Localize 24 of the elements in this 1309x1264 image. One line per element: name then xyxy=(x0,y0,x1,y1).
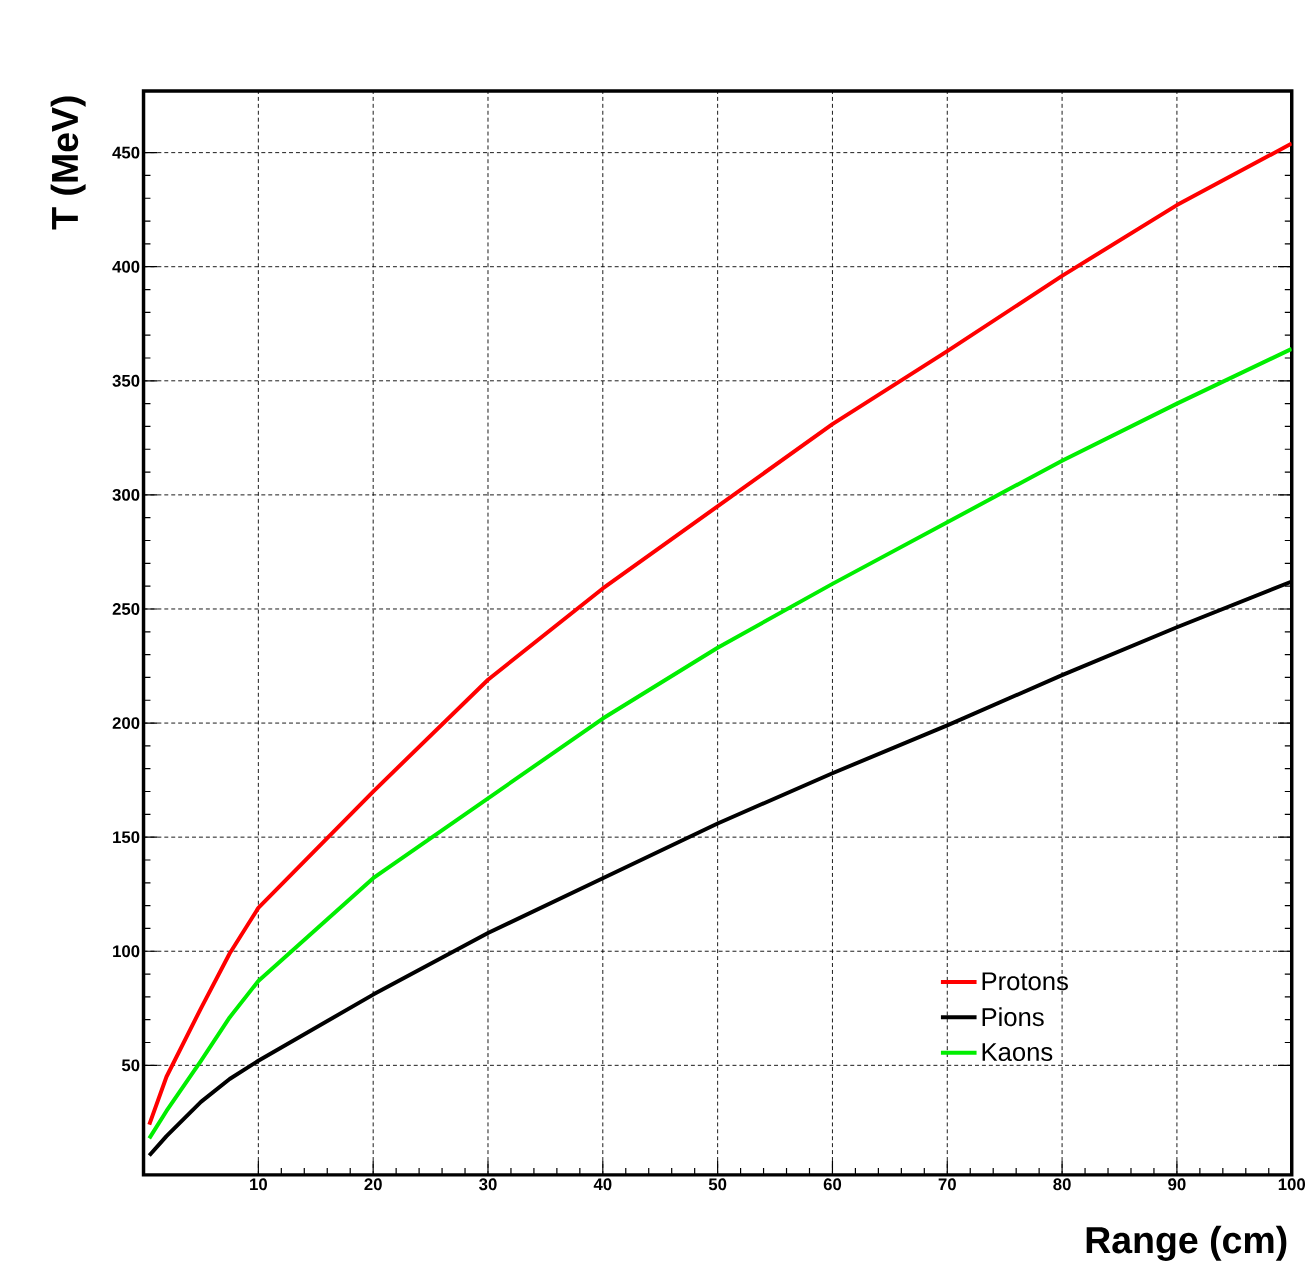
y-axis-title: T (MeV) xyxy=(50,96,86,230)
x-tick-label: 100 xyxy=(1278,1178,1306,1191)
x-tick-label: 70 xyxy=(938,1178,956,1191)
y-tick-label: 200 xyxy=(112,717,140,729)
x-tick-label: 80 xyxy=(1053,1178,1071,1191)
legend-label: Pions xyxy=(982,1007,1044,1027)
legend-label: Protons xyxy=(982,972,1068,991)
x-tick-label: 40 xyxy=(593,1178,612,1191)
x-tick-label: 90 xyxy=(1168,1178,1186,1191)
x-tick-label: 20 xyxy=(364,1178,382,1191)
x-axis-title: Range (cm) xyxy=(1086,1225,1287,1261)
x-tick-label: 10 xyxy=(250,1178,267,1191)
x-tick-label: 30 xyxy=(479,1178,497,1191)
y-tick-label: 450 xyxy=(112,146,140,159)
y-tick-label: 150 xyxy=(113,831,140,843)
y-tick-label: 300 xyxy=(112,488,140,501)
y-tick-label: 250 xyxy=(112,602,140,615)
y-tick-label: 50 xyxy=(121,1059,140,1072)
y-tick-label: 350 xyxy=(112,374,140,387)
legend-label: Kaons xyxy=(982,1043,1053,1061)
x-tick-label: 50 xyxy=(708,1178,727,1191)
y-tick-label: 400 xyxy=(112,260,140,273)
x-tick-label: 60 xyxy=(823,1178,842,1191)
y-tick-label: 100 xyxy=(113,945,140,958)
